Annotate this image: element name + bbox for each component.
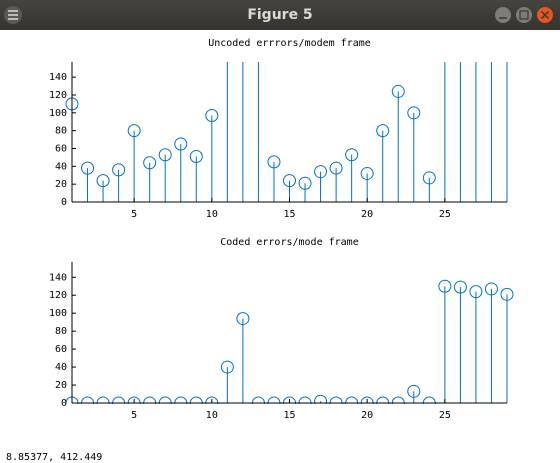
stem-marker: [391, 84, 405, 98]
stem-marker: [189, 150, 203, 164]
x-tick-label: 5: [131, 209, 137, 220]
chart-title: Coded errors/mode frame: [220, 237, 358, 248]
plot-area: [65, 62, 508, 202]
stem-marker: [314, 394, 328, 404]
x-tick-label: 25: [439, 209, 451, 220]
stem-marker: [469, 285, 483, 299]
x-tick-label: 15: [283, 410, 295, 421]
x-tick-label: 25: [439, 410, 451, 421]
stem-marker: [236, 312, 250, 326]
minimize-button[interactable]: [495, 7, 511, 23]
plot-area: [65, 279, 514, 404]
stem-marker: [267, 155, 281, 169]
y-tick-label: 20: [55, 380, 67, 391]
close-button[interactable]: [537, 7, 553, 23]
stem-marker: [143, 156, 157, 170]
stem-marker: [174, 137, 188, 151]
stem-marker: [127, 124, 141, 138]
y-tick-label: 120: [49, 90, 67, 101]
stem-marker: [158, 148, 172, 162]
y-tick-label: 0: [61, 197, 67, 208]
x-tick-label: 15: [283, 209, 295, 220]
x-tick-label: 20: [361, 410, 373, 421]
stem-marker: [376, 124, 390, 138]
y-tick-label: 40: [55, 161, 67, 172]
stem-marker: [484, 282, 498, 296]
y-tick-label: 140: [49, 72, 67, 83]
x-tick-label: 10: [206, 410, 218, 421]
y-tick-label: 140: [49, 272, 67, 283]
window-title: Figure 5: [247, 7, 312, 23]
stem-marker: [500, 287, 514, 301]
x-tick-label: 5: [131, 410, 137, 421]
stem-marker: [220, 360, 234, 374]
y-tick-label: 80: [55, 326, 67, 337]
x-tick-label: 20: [361, 209, 373, 220]
x-tick-label: 10: [206, 209, 218, 220]
menu-button[interactable]: [4, 6, 22, 24]
maximize-button[interactable]: [516, 7, 532, 23]
stem-marker: [407, 384, 421, 398]
stem-marker: [422, 171, 436, 185]
y-tick-label: 40: [55, 362, 67, 373]
stem-marker: [298, 176, 312, 190]
y-tick-label: 100: [49, 108, 67, 119]
status-text: 8.85377, 412.449: [6, 452, 102, 463]
y-tick-label: 80: [55, 126, 67, 137]
stem-marker: [314, 165, 328, 179]
stem-marker: [329, 161, 343, 175]
y-tick-label: 60: [55, 344, 67, 355]
stem-marker: [96, 174, 110, 188]
stem-marker: [283, 174, 296, 188]
stem-marker: [453, 280, 467, 294]
stem-marker: [438, 279, 452, 293]
stem-marker: [112, 163, 126, 177]
title-bar: [0, 0, 560, 30]
stem-marker: [407, 106, 421, 120]
y-tick-label: 100: [49, 308, 67, 319]
y-tick-label: 0: [61, 398, 67, 409]
stem-marker: [360, 166, 374, 180]
y-tick-label: 120: [49, 290, 67, 301]
stem-marker: [81, 161, 95, 175]
chart-title: Uncoded errrors/modem frame: [208, 38, 371, 49]
y-tick-label: 20: [55, 179, 67, 190]
stem-marker: [345, 148, 359, 162]
y-tick-label: 60: [55, 143, 67, 154]
stem-marker: [205, 109, 219, 123]
